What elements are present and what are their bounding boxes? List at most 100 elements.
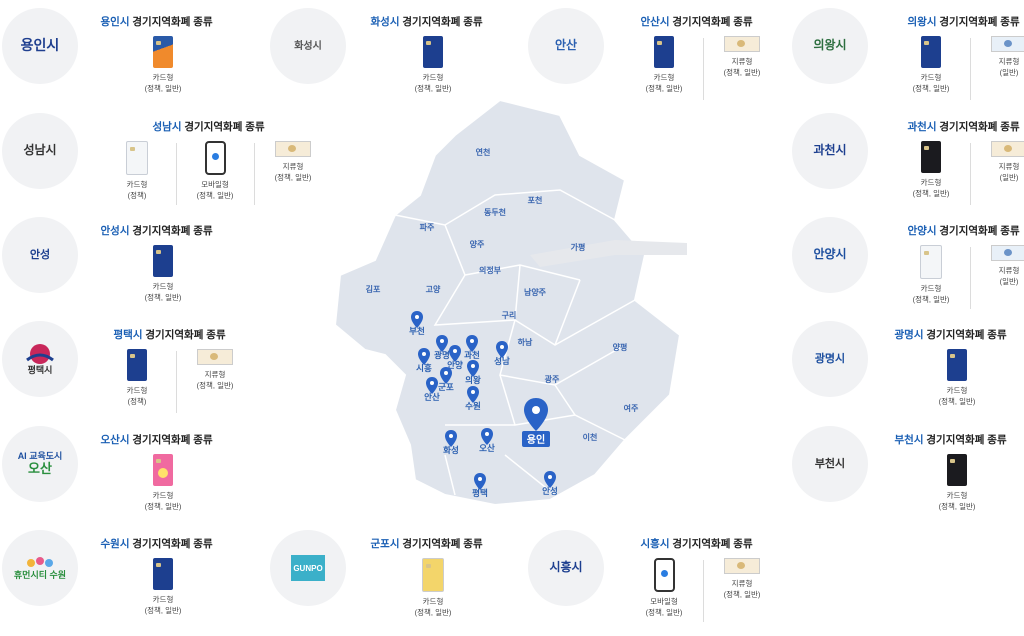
- pin-label: 군포: [438, 382, 454, 392]
- panel-city-name: 용인시: [100, 16, 130, 28]
- card-image: [654, 36, 674, 68]
- panel-title-suffix: 경기지역화폐 종류: [936, 225, 1020, 237]
- uiwang-panel-title: 의왕시 경기지역화폐 종류: [908, 14, 1020, 29]
- map-pin[interactable]: 부천: [409, 311, 425, 336]
- item-usage-label: (정책, 일반): [414, 84, 452, 93]
- osan-panel-title: 오산시 경기지역화폐 종류: [101, 432, 213, 447]
- anyang-panel-title: 안양시 경기지역화폐 종류: [908, 223, 1020, 238]
- gwangmyeong-logo: 광명시: [792, 321, 868, 397]
- bucheon-card-item: 카드형 (정책, 일반): [922, 454, 992, 512]
- map-pin[interactable]: 시흥: [416, 348, 432, 373]
- region-label: 양평: [613, 342, 628, 352]
- highlight-label: 용인: [527, 433, 545, 446]
- anseong-logo-text: 안성: [29, 248, 51, 261]
- item-usage-label: (정책, 일반): [912, 189, 950, 198]
- siheung-note-item: 지류형 (정책, 일반): [707, 558, 777, 600]
- item-usage-label: (정책, 일반): [144, 502, 182, 511]
- map-pin[interactable]: 군포: [438, 367, 454, 392]
- panel-title-suffix: 경기지역화폐 종류: [669, 538, 753, 550]
- map-pin[interactable]: 화성: [443, 430, 459, 455]
- anseong-card-item: 카드형 (정책, 일반): [128, 245, 198, 303]
- pin-label: 수원: [465, 401, 481, 411]
- card-image: [947, 349, 967, 381]
- map-pin[interactable]: 광명: [434, 335, 450, 360]
- hwaseong-panel-title: 화성시 경기지역화폐 종류: [371, 14, 483, 29]
- item-type-label: 모바일형: [201, 180, 229, 189]
- pyeongtaek-emblem-icon: [26, 344, 54, 365]
- panel-title-suffix: 경기지역화폐 종류: [923, 434, 1007, 446]
- anseong-currency-panel: 안성시 경기지역화폐 종류 카드형 (정책, 일반): [98, 223, 228, 323]
- panel-title-suffix: 경기지역화폐 종류: [129, 434, 213, 446]
- item-type-label: 지류형: [731, 57, 753, 66]
- item-usage-label: (정책, 일반): [645, 84, 683, 93]
- item-type-label: 카드형: [422, 597, 444, 606]
- gunpo-logo-box: GUNPO: [291, 555, 325, 581]
- item-usage-label: (정책, 일반): [645, 608, 683, 617]
- pin-dot: [415, 315, 419, 319]
- card-image: [153, 245, 173, 277]
- pin-label: 과천: [464, 350, 480, 360]
- gunpo-card-item: 카드형 (정책, 일반): [398, 558, 468, 618]
- item-separator: [970, 143, 971, 205]
- mobile-phone-icon: [204, 141, 226, 175]
- card-image: [422, 558, 444, 592]
- item-usage-label: (정책): [127, 191, 147, 200]
- gwacheon-card-item: 카드형 (정책, 일반): [896, 141, 966, 199]
- highlight-pin[interactable]: 용인: [522, 398, 550, 447]
- paper-voucher-image: [275, 141, 311, 157]
- map-pin[interactable]: 평택: [472, 473, 488, 498]
- paper-voucher-image: [197, 349, 233, 365]
- item-type-label: 카드형: [126, 180, 148, 189]
- location-pin-icon: [474, 473, 486, 490]
- panel-city-name: 시흥시: [640, 538, 670, 550]
- location-pin-icon: [466, 335, 478, 352]
- card-image: [920, 245, 942, 279]
- panel-title-suffix: 경기지역화폐 종류: [936, 121, 1020, 133]
- item-type-label: 카드형: [152, 491, 174, 500]
- map-pin[interactable]: 안성: [542, 471, 558, 496]
- uiwang-currency-panel: 의왕시 경기지역화폐 종류 카드형 (정책, 일반) 지류형 (일반): [892, 14, 1024, 114]
- map-pin[interactable]: 수원: [465, 386, 481, 411]
- pin-label: 의왕: [465, 375, 481, 385]
- suwon-currency-panel: 수원시 경기지역화폐 종류 카드형 (정책, 일반): [98, 536, 228, 636]
- osan-ai-text: AI 교육도시: [17, 450, 63, 461]
- map-pin[interactable]: 안산: [424, 377, 440, 402]
- pin-label: 광명: [434, 350, 450, 360]
- siheung-logo-text: 시흥시: [549, 560, 583, 575]
- ansan-logo-text: 안산: [554, 38, 578, 53]
- hwaseong-logo: 화성시: [270, 8, 346, 84]
- gwacheon-panel-title: 과천시 경기지역화폐 종류: [908, 119, 1020, 134]
- item-type-label: 카드형: [946, 386, 968, 395]
- panel-title-suffix: 경기지역화폐 종류: [129, 225, 213, 237]
- paper-voucher-image: [724, 36, 760, 52]
- item-usage-label: (정책, 일반): [938, 397, 976, 406]
- region-label: 여주: [624, 403, 639, 413]
- map-pin[interactable]: 안양: [447, 345, 463, 370]
- map-pin[interactable]: 오산: [479, 428, 495, 453]
- panel-city-name: 안산시: [640, 16, 670, 28]
- map-pin[interactable]: 의왕: [465, 360, 481, 385]
- mobile-phone-icon: [653, 558, 675, 592]
- panel-city-name: 수원시: [100, 538, 130, 550]
- gwacheon-logo-text: 과천시: [813, 143, 847, 158]
- ansan-currency-panel: 안산시 경기지역화폐 종류 카드형 (정책, 일반) 지류형 (정책, 일반): [625, 14, 781, 114]
- map-pin[interactable]: 과천: [464, 335, 480, 360]
- suwon-panel-title: 수원시 경기지역화폐 종류: [101, 536, 213, 551]
- panel-title-suffix: 경기지역화폐 종류: [669, 16, 753, 28]
- highlight-pin-icon: [524, 398, 548, 431]
- hwaseong-card-item: 카드형 (정책, 일반): [398, 36, 468, 94]
- item-usage-label: (정책, 일반): [144, 84, 182, 93]
- gwangmyeong-panel-title: 광명시 경기지역화폐 종류: [895, 327, 1007, 342]
- map-pin[interactable]: 성남: [494, 341, 510, 366]
- map-region-lines: [394, 189, 636, 496]
- siheung-mobile-item: 모바일형 (정책, 일반): [629, 558, 699, 618]
- location-pin-icon: [440, 367, 452, 384]
- ansan-panel-title: 안산시 경기지역화폐 종류: [641, 14, 753, 29]
- region-label: 포천: [528, 195, 543, 205]
- panel-title-suffix: 경기지역화폐 종류: [129, 16, 213, 28]
- item-separator: [254, 143, 255, 205]
- region-label: 하남: [518, 337, 533, 347]
